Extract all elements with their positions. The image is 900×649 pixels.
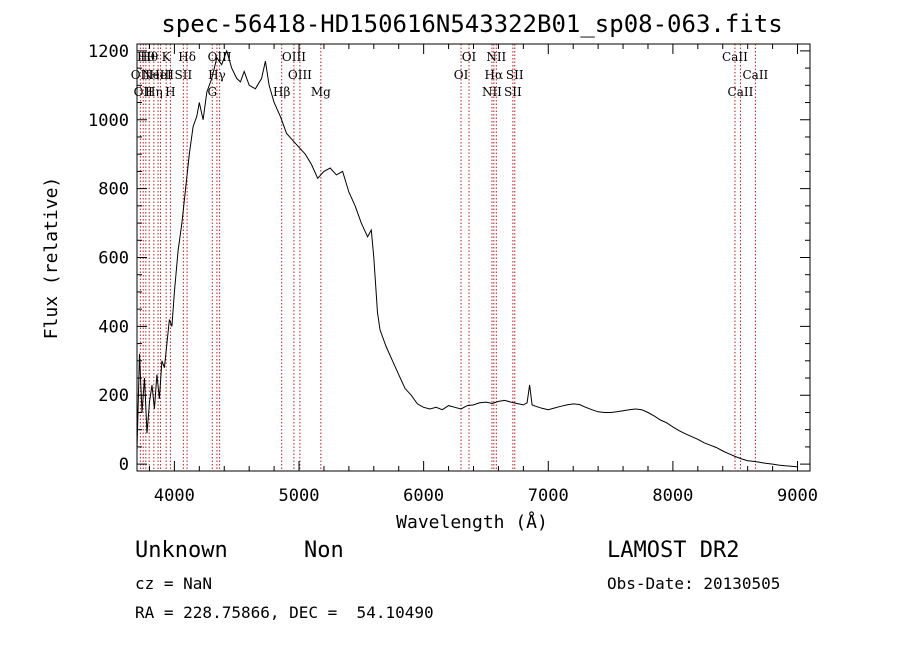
y-axis-label: Flux (relative) [41, 177, 62, 340]
y-tick-label: 800 [98, 180, 129, 200]
redshift-cz: cz = NaN [135, 574, 213, 593]
line-label: HeI [149, 68, 172, 82]
line-label: NeIII [142, 68, 174, 82]
line-label: OI [462, 50, 477, 64]
line-label: OIII [282, 50, 306, 64]
survey-name: LAMOST DR2 [607, 538, 740, 563]
plot-frame [136, 43, 811, 472]
line-label: Mg [311, 85, 331, 99]
line-label: OIII [208, 50, 232, 64]
line-label: G [207, 85, 217, 99]
y-tick-label: 1000 [88, 111, 129, 131]
line-label: CaII [742, 68, 768, 82]
line-label: OII [131, 68, 151, 82]
x-tick-label: 7000 [528, 486, 569, 506]
spectral-line-labels: OIIOIIHθHθHηNeIIIHeIKHSIIHδGHγOIIIHβOIII… [131, 50, 769, 99]
line-label: OIII [288, 68, 312, 82]
spectrum-line [136, 49, 798, 468]
line-label: SII [175, 68, 193, 82]
coordinates: RA = 228.75866, DEC = 54.10490 [135, 603, 434, 622]
line-label: Hγ [208, 68, 226, 82]
line-label: Hη [145, 85, 163, 99]
y-tick-label: 0 [119, 455, 129, 475]
line-label: CaII [722, 50, 748, 64]
line-label: Hθ [140, 50, 158, 64]
line-label: OII [134, 85, 154, 99]
y-tick-label: 1200 [88, 42, 129, 62]
x-axis: 4000 5000 6000 7000 8000 9000 [148, 44, 818, 506]
line-label: NII [486, 50, 506, 64]
line-label: Hα [485, 68, 504, 82]
spectrum-series [136, 49, 798, 468]
line-label: Hδ [178, 50, 196, 64]
line-label: Hβ [273, 85, 290, 99]
x-tick-label: 4000 [154, 486, 195, 506]
line-label: Hθ [137, 50, 155, 64]
x-axis-label: Wavelength (Å) [396, 511, 548, 533]
y-tick-label: 200 [98, 386, 129, 406]
line-label: NII [482, 85, 502, 99]
x-tick-label: 6000 [403, 486, 444, 506]
observation-date: Obs-Date: 20130505 [607, 574, 781, 593]
line-label: OI [454, 68, 469, 82]
spectral-line-markers [139, 44, 756, 471]
x-tick-label: 9000 [777, 486, 818, 506]
x-tick-label: 5000 [279, 486, 320, 506]
y-tick-label: 400 [98, 317, 129, 337]
spectrum-plot: spec-56418-HD150616N543322B01_sp08-063.f… [41, 10, 818, 533]
x-tick-label: 8000 [652, 486, 693, 506]
line-label: K [162, 50, 172, 64]
line-label: CaII [728, 85, 754, 99]
y-tick-label: 600 [98, 249, 129, 269]
object-subclass: Non [304, 538, 344, 563]
y-axis: 0 200 400 600 800 1000 1200 [88, 42, 810, 475]
line-label: H [165, 85, 175, 99]
chart-title: spec-56418-HD150616N543322B01_sp08-063.f… [161, 10, 782, 38]
line-label: SII [504, 85, 522, 99]
line-label: SII [506, 68, 524, 82]
object-class: Unknown [135, 538, 228, 563]
